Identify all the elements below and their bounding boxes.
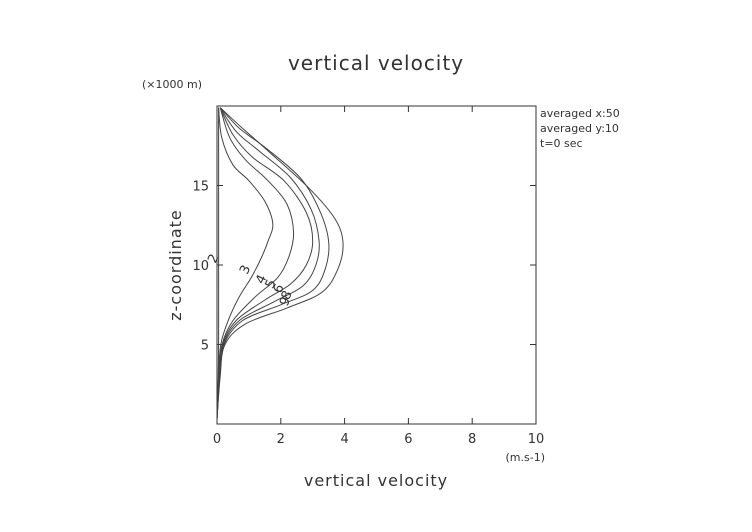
- x-axis-label: vertical velocity: [304, 471, 448, 490]
- velocity-curve-3: [216, 107, 274, 420]
- annotation-line: averaged x:50: [540, 107, 620, 120]
- x-tick-label: 8: [468, 432, 476, 447]
- axis-ticks: 0 2 4 6 8 10 5 10 15: [192, 106, 544, 447]
- velocity-curve-8: [216, 107, 330, 420]
- velocity-curve-6: [216, 107, 320, 420]
- velocity-curve-5: [216, 107, 314, 420]
- x-tick-label: 10: [528, 432, 545, 447]
- x-tick-label: 4: [340, 432, 348, 447]
- annotation-line: averaged y:10: [540, 122, 619, 135]
- x-tick-label: 0: [213, 432, 221, 447]
- velocity-curve-9: [216, 107, 344, 420]
- chart-title: vertical velocity: [288, 51, 464, 75]
- velocity-curve-4: [216, 107, 295, 420]
- curve-label-3: 3: [237, 263, 254, 277]
- y-tick-label: 5: [201, 339, 209, 354]
- y-tick-label: 15: [192, 180, 209, 195]
- x-tick-label: 2: [277, 432, 285, 447]
- velocity-curves: [216, 107, 344, 420]
- y-axis-label: z-coordinate: [166, 209, 185, 321]
- y-unit-label: (×1000 m): [142, 78, 202, 91]
- x-unit-label: (m.s-1): [506, 451, 546, 464]
- x-tick-label: 6: [404, 432, 412, 447]
- plot-frame: [216, 105, 537, 425]
- annotations: averaged x:50 averaged y:10 t=0 sec: [540, 107, 620, 150]
- annotation-line: t=0 sec: [540, 137, 583, 150]
- y-tick-label: 10: [192, 259, 209, 274]
